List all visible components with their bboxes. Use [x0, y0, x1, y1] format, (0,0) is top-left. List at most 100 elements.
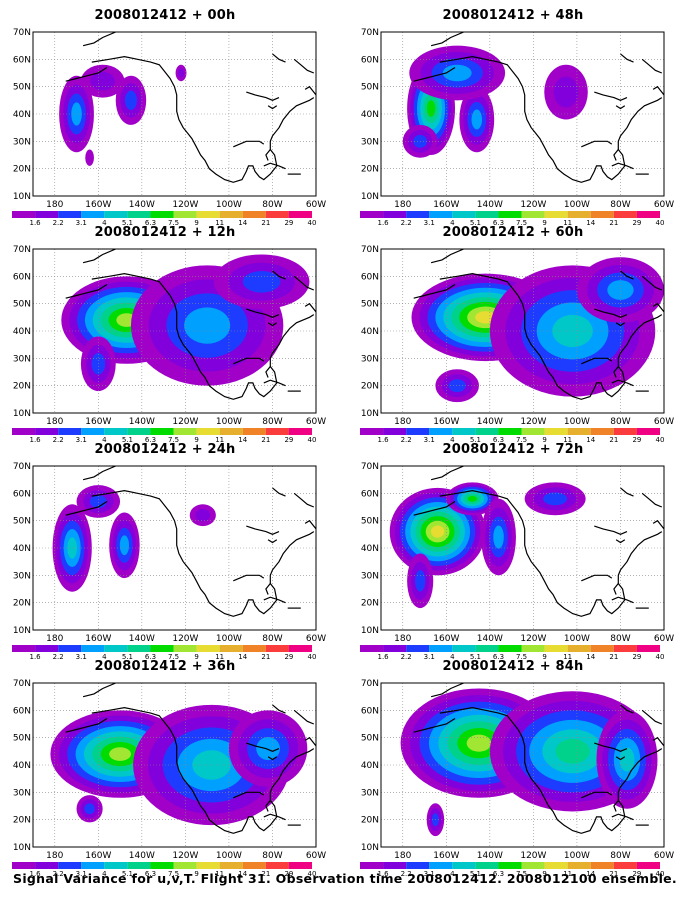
- colorbar-label: 14: [238, 219, 247, 226]
- colorbar-label: 6.3: [145, 436, 156, 443]
- variance-field: [389, 482, 586, 609]
- colorbar-swatch: [590, 645, 614, 652]
- colorbar-swatch: [613, 645, 637, 652]
- colorbar-swatch: [219, 428, 243, 435]
- lon-tick-label: 120W: [520, 417, 546, 427]
- colorbar-label: 14: [586, 870, 595, 877]
- lat-tick-label: 60N: [13, 55, 31, 65]
- colorbar-swatch: [127, 645, 151, 652]
- coastlines: [413, 466, 664, 617]
- colorbar-label: 2.2: [401, 436, 412, 443]
- lon-tick-label: 160W: [433, 200, 459, 210]
- colorbar-label: 14: [238, 436, 247, 443]
- colorbar-label: 6.3: [145, 653, 156, 660]
- colorbar-swatch: [196, 645, 220, 652]
- colorbar-label: 40: [308, 870, 317, 877]
- coastline: [613, 366, 619, 378]
- colorbar-swatch: [636, 428, 660, 435]
- colorbar-label: 3.1: [424, 653, 435, 660]
- colorbar-label: 4: [450, 653, 455, 660]
- lon-tick-label: 100W: [216, 200, 242, 210]
- lon-tick-label: 120W: [172, 417, 198, 427]
- colorbar-label: 3.1: [76, 436, 87, 443]
- lat-tick-label: 30N: [361, 137, 379, 147]
- colorbar: 1.6 2.2 3.1 4 5.1 6.3 7.5 9 11 14 21 29 40: [12, 211, 316, 226]
- lat-tick-label: 70N: [13, 245, 31, 255]
- colorbar-swatch: [58, 645, 82, 652]
- colorbar-swatch: [265, 645, 289, 652]
- colorbar-label: 3.1: [424, 219, 435, 226]
- colorbar-swatch: [150, 211, 174, 218]
- variance-contour: [415, 570, 426, 592]
- colorbar-label: 7.5: [516, 870, 527, 877]
- lon-tick-label: 140W: [129, 417, 155, 427]
- lon-tick-label: 80W: [262, 851, 282, 861]
- colorbar-swatch: [288, 428, 312, 435]
- map-plot: 10N 20N 30N 40N 50N 60N 70N 180 160W 140W 120W 100W…: [360, 679, 674, 877]
- colorbar-swatch: [104, 645, 128, 652]
- colorbar-label: 40: [656, 653, 665, 660]
- map-frame: [32, 31, 317, 197]
- colorbar-swatch: [265, 428, 289, 435]
- map-frame: [380, 248, 665, 414]
- colorbar-label: 14: [586, 219, 595, 226]
- map-frame: [380, 465, 665, 631]
- lat-tick-label: 50N: [13, 517, 31, 527]
- coastline: [267, 322, 278, 327]
- lat-tick-label: 10N: [361, 626, 379, 636]
- colorbar-swatch: [12, 645, 36, 652]
- colorbar-swatch: [636, 862, 660, 869]
- colorbar-label: 5.1: [470, 870, 481, 877]
- map-panel: 2008012412 + 72h 10N 20N 30N 40N 50N 60N 70N 180…: [348, 442, 678, 660]
- colorbar-swatch: [58, 211, 82, 218]
- colorbar-label: 14: [586, 436, 595, 443]
- lat-tick-label: 10N: [13, 626, 31, 636]
- coastline: [439, 272, 663, 400]
- variance-contour: [84, 803, 95, 815]
- lon-tick-label: 100W: [216, 851, 242, 861]
- coastline: [615, 105, 626, 110]
- variance-contour: [89, 495, 107, 508]
- coastline: [641, 58, 663, 74]
- colorbar-label: 4: [102, 219, 107, 226]
- lon-tick-label: 140W: [477, 417, 503, 427]
- lat-tick-label: 50N: [13, 300, 31, 310]
- lat-tick-label: 70N: [13, 679, 31, 689]
- colorbar-swatch: [429, 211, 453, 218]
- variance-contour: [442, 64, 472, 82]
- lat-tick-label: 60N: [13, 272, 31, 282]
- map-frame: [32, 465, 317, 631]
- colorbar-swatch: [475, 645, 499, 652]
- lat-tick-label: 20N: [13, 599, 31, 609]
- colorbar-swatch: [242, 428, 266, 435]
- colorbar-label: 21: [609, 870, 618, 877]
- coastline: [652, 519, 664, 530]
- colorbar-label: 2.2: [53, 870, 64, 877]
- colorbar-swatch: [242, 862, 266, 869]
- lon-tick-label: 140W: [129, 200, 155, 210]
- coastline: [611, 162, 634, 170]
- colorbar-label: 1.6: [30, 436, 42, 443]
- colorbar-label: 2.2: [53, 219, 64, 226]
- variance-contour: [426, 100, 436, 117]
- colorbar-label: 21: [261, 436, 270, 443]
- colorbar-swatch: [58, 862, 82, 869]
- colorbar-swatch: [498, 645, 522, 652]
- colorbar: 1.6 2.2 3.1 4 5.1 6.3 7.5 9 11 14 21 29 40: [12, 645, 316, 660]
- lat-tick-label: 30N: [361, 788, 379, 798]
- coastline: [82, 249, 116, 264]
- colorbar-swatch: [452, 862, 476, 869]
- lon-tick-label: 160W: [85, 634, 111, 644]
- colorbar-swatch: [265, 211, 289, 218]
- coastline: [263, 596, 286, 604]
- lat-tick-label: 70N: [361, 462, 379, 472]
- colorbar-swatch: [429, 645, 453, 652]
- colorbar-swatch: [544, 211, 568, 218]
- map-plot: 10N 20N 30N 40N 50N 60N 70N 180 160W 140W 120W 100W…: [360, 245, 674, 443]
- lon-tick-label: 180: [46, 200, 63, 210]
- coastline: [652, 85, 664, 96]
- lat-tick-label: 10N: [13, 192, 31, 202]
- variance-contour: [256, 737, 280, 761]
- colorbar-swatch: [544, 428, 568, 435]
- colorbar-swatch: [636, 645, 660, 652]
